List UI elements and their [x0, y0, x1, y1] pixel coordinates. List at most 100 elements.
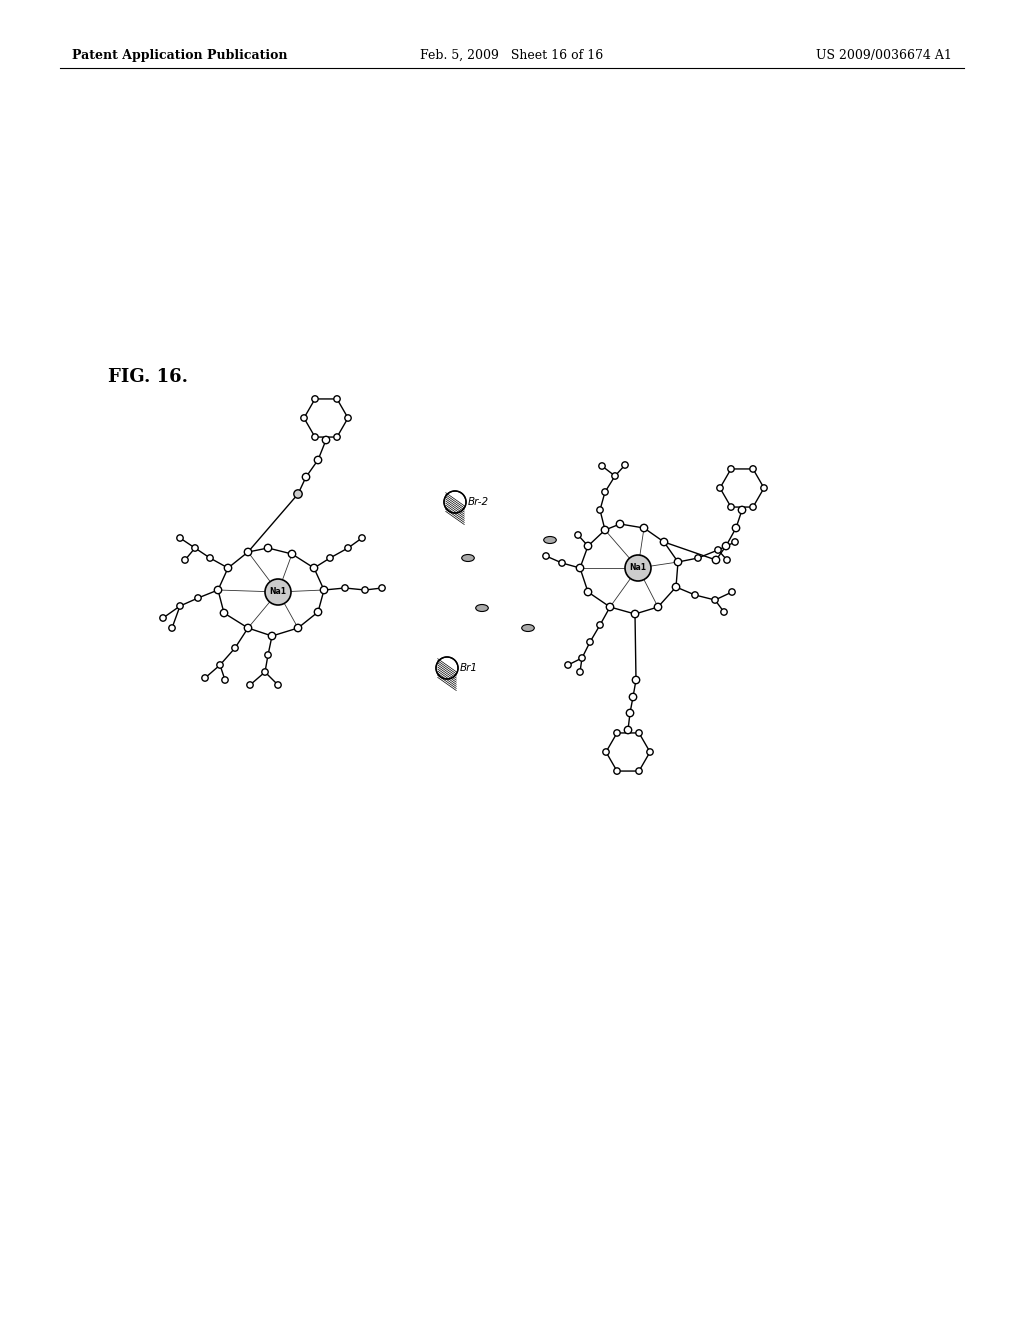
Circle shape	[692, 591, 698, 598]
Circle shape	[585, 543, 592, 549]
Circle shape	[717, 484, 723, 491]
Circle shape	[721, 609, 727, 615]
Circle shape	[294, 624, 302, 632]
Circle shape	[265, 652, 271, 659]
Circle shape	[579, 655, 585, 661]
Circle shape	[724, 557, 730, 564]
Circle shape	[321, 586, 328, 594]
Circle shape	[729, 589, 735, 595]
Circle shape	[603, 748, 609, 755]
Ellipse shape	[476, 605, 488, 611]
Circle shape	[599, 463, 605, 469]
Circle shape	[611, 473, 618, 479]
Circle shape	[207, 554, 213, 561]
Circle shape	[195, 595, 201, 601]
Circle shape	[625, 554, 651, 581]
Circle shape	[268, 632, 275, 640]
Circle shape	[214, 586, 222, 594]
Circle shape	[565, 661, 571, 668]
Circle shape	[630, 693, 637, 701]
Circle shape	[311, 434, 318, 441]
Circle shape	[274, 682, 282, 688]
Circle shape	[217, 661, 223, 668]
Circle shape	[222, 677, 228, 684]
Circle shape	[632, 676, 640, 684]
Circle shape	[625, 726, 632, 734]
Circle shape	[695, 554, 701, 561]
Text: Br-2: Br-2	[468, 498, 489, 507]
Circle shape	[674, 558, 682, 566]
Circle shape	[636, 730, 642, 737]
Circle shape	[728, 504, 734, 511]
Circle shape	[647, 748, 653, 755]
Circle shape	[750, 466, 756, 473]
Circle shape	[247, 682, 253, 688]
Circle shape	[654, 603, 662, 611]
Circle shape	[262, 669, 268, 676]
Text: Patent Application Publication: Patent Application Publication	[72, 49, 288, 62]
Circle shape	[613, 768, 621, 775]
Circle shape	[202, 675, 208, 681]
Circle shape	[636, 768, 642, 775]
Circle shape	[265, 579, 291, 605]
Circle shape	[302, 474, 309, 480]
Circle shape	[169, 624, 175, 631]
Text: Na1: Na1	[630, 564, 646, 573]
Circle shape	[310, 565, 317, 572]
Circle shape	[301, 414, 307, 421]
Circle shape	[761, 484, 767, 491]
Circle shape	[345, 545, 351, 552]
Circle shape	[444, 491, 466, 513]
Circle shape	[606, 603, 613, 611]
Circle shape	[177, 603, 183, 610]
Circle shape	[602, 488, 608, 495]
Circle shape	[289, 550, 296, 557]
Circle shape	[559, 560, 565, 566]
Circle shape	[728, 466, 734, 473]
Circle shape	[587, 639, 593, 645]
Circle shape	[245, 624, 252, 632]
Circle shape	[585, 589, 592, 595]
Circle shape	[182, 557, 188, 564]
Circle shape	[622, 462, 628, 469]
Circle shape	[597, 507, 603, 513]
Circle shape	[750, 504, 756, 511]
Circle shape	[224, 565, 231, 572]
Circle shape	[632, 610, 639, 618]
Circle shape	[334, 396, 340, 403]
Circle shape	[577, 565, 584, 572]
Circle shape	[616, 520, 624, 528]
Circle shape	[220, 610, 227, 616]
Circle shape	[722, 543, 730, 549]
Circle shape	[314, 457, 322, 463]
Circle shape	[601, 527, 608, 533]
Circle shape	[543, 553, 549, 560]
Circle shape	[334, 434, 340, 441]
Circle shape	[732, 539, 738, 545]
Text: Feb. 5, 2009   Sheet 16 of 16: Feb. 5, 2009 Sheet 16 of 16	[421, 49, 603, 62]
Circle shape	[613, 730, 621, 737]
Circle shape	[627, 709, 634, 717]
Circle shape	[264, 544, 271, 552]
Circle shape	[160, 615, 166, 622]
Text: FIG. 16.: FIG. 16.	[108, 368, 188, 385]
Circle shape	[177, 535, 183, 541]
Circle shape	[577, 669, 584, 676]
Ellipse shape	[462, 554, 474, 561]
Circle shape	[597, 622, 603, 628]
Circle shape	[640, 524, 648, 532]
Circle shape	[231, 644, 239, 651]
Circle shape	[245, 548, 252, 556]
Circle shape	[713, 556, 720, 564]
Circle shape	[342, 585, 348, 591]
Circle shape	[311, 396, 318, 403]
Circle shape	[574, 532, 582, 539]
Circle shape	[379, 585, 385, 591]
Text: Br1: Br1	[460, 663, 478, 673]
Circle shape	[358, 535, 366, 541]
Circle shape	[436, 657, 458, 678]
Ellipse shape	[544, 536, 556, 544]
Text: US 2009/0036674 A1: US 2009/0036674 A1	[816, 49, 952, 62]
Ellipse shape	[521, 624, 535, 631]
Circle shape	[738, 507, 745, 513]
